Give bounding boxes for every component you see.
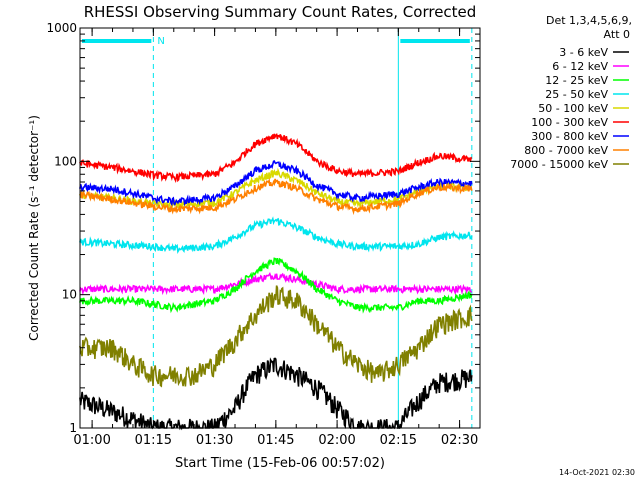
- x-tick-label-6: 02:30: [441, 433, 478, 448]
- legend-label-7: 800 - 7000 keV: [524, 144, 608, 157]
- y-tick-label-3: 1000: [46, 21, 77, 35]
- x-tick-label-2: 01:30: [196, 433, 233, 448]
- y-tick-label-2: 100: [54, 154, 77, 168]
- x-tick-label-0: 01:00: [73, 433, 110, 448]
- legend-label-5: 100 - 300 keV: [531, 116, 608, 129]
- footer-timestamp: 14-Oct-2021 02:30: [559, 468, 635, 477]
- y-tick-label-0: 1: [69, 421, 77, 435]
- series-line-1: [79, 271, 473, 296]
- y-axis-label: Corrected Count Rate (s⁻¹ detector⁻¹): [27, 115, 41, 341]
- night-label: N: [157, 36, 164, 47]
- y-tick-label-1: 10: [62, 288, 77, 302]
- legend-header-line-1: Det 1,3,4,5,6,9,: [546, 14, 632, 27]
- x-tick-label-4: 02:00: [318, 433, 355, 448]
- series-line-2: [79, 257, 473, 314]
- legend-label-4: 50 - 100 keV: [538, 102, 608, 115]
- legend-label-0: 3 - 6 keV: [559, 46, 608, 59]
- legend-label-8: 7000 - 15000 keV: [510, 158, 608, 171]
- series-line-0: [79, 357, 473, 431]
- legend-label-6: 300 - 800 keV: [531, 130, 608, 143]
- x-axis-label: Start Time (15-Feb-06 00:57:02): [175, 456, 385, 471]
- series-line-3: [79, 216, 473, 255]
- series-line-5: [79, 132, 473, 184]
- axes: 01:00 01:15 01:30 01:45 02:00 02:15 02:30 1 10 10…: [46, 21, 481, 448]
- legend-header-line-2: Att 0: [604, 28, 630, 41]
- series-line-7: [79, 178, 473, 216]
- series-line-8: [79, 285, 473, 388]
- legend-label-2: 12 - 25 keV: [545, 74, 608, 87]
- legend-label-1: 6 - 12 keV: [552, 60, 608, 73]
- x-tick-label-1: 01:15: [135, 433, 172, 448]
- x-tick-label-5: 02:15: [380, 433, 417, 448]
- plot-frame: [79, 27, 481, 429]
- plot-area: N: [79, 28, 473, 431]
- legend-label-3: 25 - 50 keV: [545, 88, 608, 101]
- chart-title: RHESSI Observing Summary Count Rates, Co…: [84, 3, 477, 21]
- x-tick-label-3: 01:45: [257, 433, 294, 448]
- series-line-6: [79, 160, 473, 207]
